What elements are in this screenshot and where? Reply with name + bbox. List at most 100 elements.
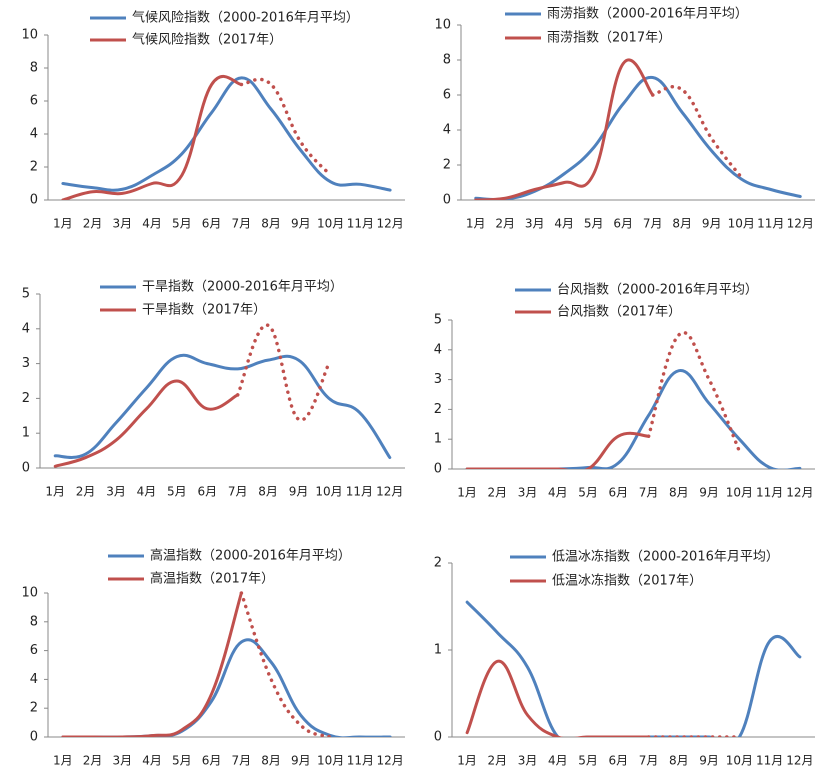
- y-tick-label: 1: [434, 432, 442, 447]
- x-tick-label: 12月: [376, 754, 403, 768]
- x-tick-label: 8月: [669, 486, 689, 500]
- x-tick-label: 3月: [113, 217, 133, 231]
- y-tick-label: 5: [22, 287, 30, 302]
- x-tick-label: 2月: [488, 754, 508, 768]
- x-tick-label: 3月: [518, 486, 538, 500]
- x-tick-label: 10月: [728, 217, 755, 231]
- line-series: [474, 75, 802, 200]
- x-tick-label: 6月: [197, 485, 217, 499]
- y-tick-label: 4: [434, 342, 442, 357]
- x-tick-label: 12月: [786, 754, 813, 768]
- y-tick-label: 1: [22, 426, 30, 441]
- x-tick-label: 11月: [346, 485, 373, 499]
- legend-label: 气候风险指数（2017年）: [132, 32, 282, 48]
- legend-label: 干旱指数（2000-2016年月平均）: [142, 280, 343, 295]
- y-tick-label: 0: [443, 193, 451, 208]
- x-tick-label: 12月: [376, 217, 403, 231]
- y-tick-label: 8: [30, 61, 38, 76]
- legend-label: 高温指数（2000-2016年月平均）: [150, 548, 351, 564]
- y-tick-label: 6: [30, 94, 38, 109]
- x-tick-label: 2月: [83, 217, 103, 231]
- x-tick-label: 7月: [232, 217, 252, 231]
- x-tick-label: 8月: [672, 217, 692, 231]
- x-tick-label: 5月: [578, 486, 598, 500]
- x-tick-label: 2月: [488, 486, 508, 500]
- line-series-dotted: [239, 591, 333, 737]
- legend-label: 气候风险指数（2000-2016年月平均）: [132, 10, 359, 26]
- x-tick-label: 9月: [289, 485, 309, 499]
- y-tick-label: 4: [22, 321, 30, 336]
- x-tick-label: 9月: [699, 486, 719, 500]
- legend-label: 低温冰冻指数（2000-2016年月平均）: [552, 549, 779, 565]
- x-tick-label: 9月: [702, 217, 722, 231]
- x-tick-label: 10月: [726, 486, 753, 500]
- y-tick-label: 10: [434, 18, 451, 33]
- x-tick-label: 7月: [232, 754, 252, 768]
- x-tick-label: 9月: [699, 754, 719, 768]
- x-tick-label: 4月: [548, 486, 568, 500]
- x-tick-label: 4月: [548, 754, 568, 768]
- legend-label: 台风指数（2000-2016年月平均）: [557, 283, 758, 298]
- x-tick-label: 11月: [756, 486, 783, 500]
- y-tick-label: 2: [434, 402, 442, 417]
- x-tick-label: 7月: [228, 485, 248, 499]
- x-tick-label: 8月: [669, 754, 689, 768]
- y-tick-label: 0: [434, 462, 442, 477]
- x-tick-label: 11月: [756, 754, 783, 768]
- x-tick-label: 6月: [609, 754, 629, 768]
- x-tick-label: 1月: [53, 217, 73, 231]
- x-tick-label: 1月: [466, 217, 486, 231]
- y-tick-label: 2: [443, 158, 451, 173]
- x-tick-label: 11月: [347, 217, 374, 231]
- x-tick-label: 3月: [525, 217, 545, 231]
- x-tick-label: 5月: [172, 754, 192, 768]
- y-tick-label: 6: [30, 643, 38, 658]
- y-tick-label: 3: [434, 372, 442, 387]
- line-series: [465, 431, 651, 469]
- y-tick-label: 2: [22, 391, 30, 406]
- y-tick-label: 8: [443, 53, 451, 68]
- x-tick-label: 9月: [291, 754, 311, 768]
- y-tick-label: 1: [434, 643, 442, 658]
- x-tick-label: 7月: [643, 217, 663, 231]
- x-tick-label: 12月: [787, 217, 814, 231]
- x-tick-label: 11月: [347, 754, 374, 768]
- x-tick-label: 1月: [457, 486, 477, 500]
- x-tick-label: 4月: [137, 485, 157, 499]
- line-series: [61, 75, 243, 200]
- y-tick-label: 3: [22, 356, 30, 371]
- x-tick-label: 10月: [315, 485, 342, 499]
- line-series: [465, 369, 802, 469]
- x-tick-label: 6月: [202, 754, 222, 768]
- line-series: [53, 379, 240, 468]
- x-tick-label: 5月: [167, 485, 187, 499]
- legend-label: 低温冰冻指数（2017年）: [552, 573, 702, 589]
- legend-label: 高温指数（2017年）: [150, 571, 274, 587]
- x-tick-label: 8月: [258, 485, 278, 499]
- x-tick-label: 5月: [584, 217, 604, 231]
- y-tick-label: 2: [30, 701, 38, 716]
- y-tick-label: 10: [21, 28, 38, 43]
- line-series: [61, 638, 392, 737]
- x-tick-label: 3月: [518, 754, 538, 768]
- line-series: [61, 591, 243, 737]
- x-tick-label: 6月: [609, 486, 629, 500]
- legend-label: 雨涝指数（2017年）: [547, 30, 671, 46]
- line-series-dotted: [235, 323, 331, 422]
- y-tick-label: 6: [443, 88, 451, 103]
- x-tick-label: 12月: [376, 485, 403, 499]
- x-tick-label: 4月: [142, 754, 162, 768]
- x-tick-label: 12月: [786, 486, 813, 500]
- x-tick-label: 1月: [45, 485, 65, 499]
- y-tick-label: 5: [434, 313, 442, 328]
- x-tick-label: 2月: [76, 485, 96, 499]
- line-series-dotted: [646, 330, 742, 453]
- x-tick-label: 10月: [726, 754, 753, 768]
- x-tick-label: 1月: [53, 754, 73, 768]
- x-tick-label: 9月: [291, 217, 311, 231]
- y-tick-label: 8: [30, 614, 38, 629]
- y-tick-label: 4: [30, 127, 38, 142]
- line-series: [474, 58, 655, 200]
- x-tick-label: 11月: [757, 217, 784, 231]
